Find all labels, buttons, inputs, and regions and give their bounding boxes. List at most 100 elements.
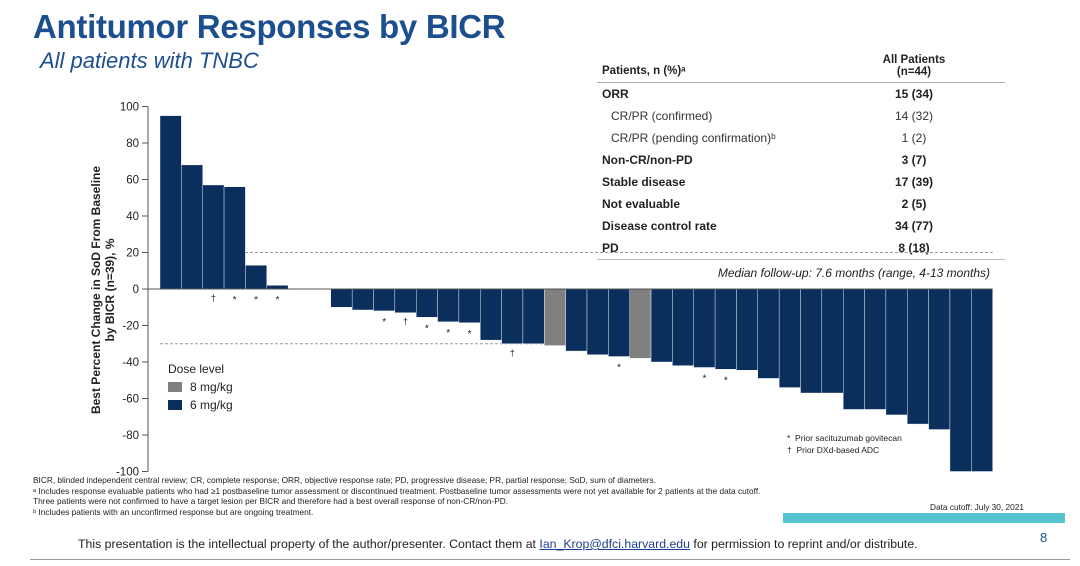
page-number: 8 xyxy=(1040,530,1048,545)
marker-legend-label: Prior DXd-based ADC xyxy=(796,445,880,455)
legend-label: 6 mg/kg xyxy=(190,398,233,412)
dose-legend: Dose level 8 mg/kg 6 mg/kg xyxy=(168,362,233,414)
bar-patient-30 xyxy=(778,288,801,388)
legend-item-8mg: 8 mg/kg xyxy=(168,378,233,396)
asterisk-marker: * xyxy=(233,295,237,306)
row-label: Not evaluable xyxy=(602,197,681,211)
row-value: 15 (34) xyxy=(894,87,934,101)
table-body: ORR 15 (34) CR/PR (confirmed) 14 (32) CR/PR … xyxy=(597,83,1005,259)
table-header: Patients, n (%)ᵃ All Patients (n=44) xyxy=(597,44,1005,83)
row-value: 14 (32) xyxy=(894,109,934,123)
bar-patient-9 xyxy=(330,288,353,308)
y-tick-label: 0 xyxy=(133,284,139,296)
table-row: Stable disease 17 (39) xyxy=(597,171,1005,193)
bar-patient-11 xyxy=(373,288,396,312)
dagger-marker: † xyxy=(403,317,408,327)
row-label: ORR xyxy=(602,87,629,101)
y-tick-label: -100 xyxy=(116,467,139,479)
ip-text: for permission to reprint and/or distrib… xyxy=(689,537,918,551)
row-label: CR/PR (pending confirmation)ᵇ xyxy=(611,131,776,145)
bar-patient-29 xyxy=(757,288,780,379)
asterisk-marker: * xyxy=(702,373,706,384)
footnote: BICR, blinded independent central review… xyxy=(33,475,657,485)
row-value: 3 (7) xyxy=(901,153,927,167)
ip-notice: This presentation is the intellectual pr… xyxy=(78,537,918,551)
asterisk-icon: * xyxy=(787,433,791,443)
dagger-marker: † xyxy=(211,293,216,303)
ip-text: This presentation is the intellectual pr… xyxy=(78,537,540,551)
y-tick-label: 80 xyxy=(126,138,139,150)
legend-item-6mg: 6 mg/kg xyxy=(168,396,233,414)
table-row: Non-CR/non-PD 3 (7) xyxy=(597,149,1005,171)
bar-patient-1 xyxy=(159,115,182,290)
bar-patient-5 xyxy=(245,265,267,290)
bar-patient-19 xyxy=(544,288,566,346)
bar-patient-6 xyxy=(266,285,289,290)
slide-title: Antitumor Responses by BICR xyxy=(33,8,506,45)
bar-patient-39 xyxy=(971,288,993,472)
bar-patient-26 xyxy=(693,288,716,368)
legend-label: 8 mg/kg xyxy=(190,380,233,394)
bar-patient-21 xyxy=(586,288,609,355)
asterisk-marker: * xyxy=(254,295,258,306)
col-header-all-patients: All Patients (n=44) xyxy=(859,54,969,78)
asterisk-marker: * xyxy=(617,363,621,374)
footnotes: BICR, blinded independent central review… xyxy=(33,475,773,517)
y-axis-label: Best Percent Change in SoD From Baseline… xyxy=(89,166,117,414)
bar-patient-20 xyxy=(565,288,588,352)
marker-legend: * Prior sacituzumab govitecan † Prior DX… xyxy=(787,432,902,456)
footnote: ᵇ Includes patients with an unconfirmed … xyxy=(33,506,314,517)
bar-patient-36 xyxy=(907,288,929,425)
y-axis-label-line1: Best Percent Change in SoD From Baseline xyxy=(89,165,103,415)
y-tick-label: 20 xyxy=(126,248,139,260)
y-tick-label: 40 xyxy=(126,211,139,223)
row-label: Stable disease xyxy=(602,175,686,189)
dagger-marker: † xyxy=(510,348,515,358)
y-tick-label: -60 xyxy=(122,394,139,406)
bar-patient-16 xyxy=(480,288,502,341)
bar-patient-34 xyxy=(864,288,887,410)
table-row: CR/PR (confirmed) 14 (32) xyxy=(597,105,1005,127)
data-cutoff: Data cutoff: July 30, 2021 xyxy=(930,502,1024,512)
table-row: ORR 15 (34) xyxy=(597,83,1005,105)
bar-patient-31 xyxy=(800,288,823,394)
col-header-line2: (n=44) xyxy=(896,66,932,78)
col-header-patients: Patients, n (%)ᵃ xyxy=(602,65,686,77)
bar-patient-32 xyxy=(821,288,844,394)
table-row: CR/PR (pending confirmation)ᵇ 1 (2) xyxy=(597,127,1005,149)
y-tick-label: -20 xyxy=(122,321,139,333)
bar-patient-17 xyxy=(501,288,524,344)
y-axis-label-line2: by BICR (n=39), % xyxy=(103,238,117,342)
asterisk-marker: * xyxy=(724,375,728,386)
bar-patient-4 xyxy=(223,186,246,290)
legend-title: Dose level xyxy=(168,362,225,376)
bar-patient-27 xyxy=(714,288,737,370)
row-value: 34 (77) xyxy=(894,219,934,233)
bar-patient-3 xyxy=(202,184,225,290)
bar-patient-33 xyxy=(843,288,865,410)
bar-patient-23 xyxy=(629,288,652,359)
bar-patient-2 xyxy=(181,164,203,290)
bar-patient-24 xyxy=(650,288,673,363)
bar-patient-10 xyxy=(351,288,374,311)
asterisk-marker: * xyxy=(446,328,450,339)
row-value: 8 (18) xyxy=(898,241,930,255)
accent-bar xyxy=(783,513,1065,523)
bar-patient-15 xyxy=(458,288,481,323)
table-row: PD 8 (18) xyxy=(597,237,1005,259)
legend-swatch-gray xyxy=(168,382,182,392)
y-tick-label: 60 xyxy=(126,175,139,187)
y-tick-label: -40 xyxy=(122,357,139,369)
bottom-rule xyxy=(30,559,1070,560)
col-header-line1: All Patients xyxy=(882,54,946,66)
row-label: CR/PR (confirmed) xyxy=(611,109,713,123)
legend-swatch-navy xyxy=(168,400,182,410)
y-tick-label: 100 xyxy=(120,102,139,114)
response-table: Patients, n (%)ᵃ All Patients (n=44) ORR… xyxy=(597,44,1005,260)
bar-patient-22 xyxy=(608,288,630,357)
marker-legend-item: † Prior DXd-based ADC xyxy=(787,444,902,456)
email-link[interactable]: Ian_Krop@dfci.harvard.edu xyxy=(539,537,690,551)
bar-patient-14 xyxy=(437,288,460,323)
asterisk-marker: * xyxy=(468,329,472,340)
